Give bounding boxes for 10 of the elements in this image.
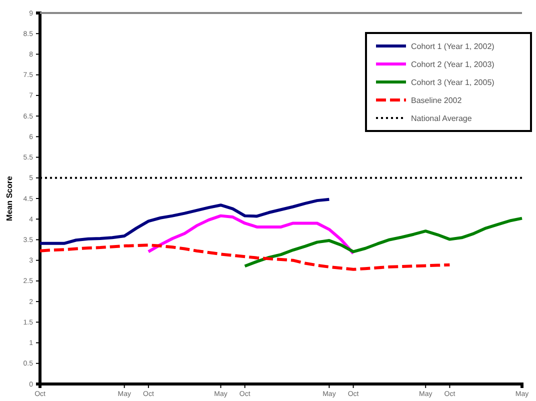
line-series: [38, 198, 331, 245]
legend-label: National Average: [411, 114, 472, 123]
legend-label: Cohort 1 (Year 1, 2002): [411, 42, 495, 51]
line-series: [38, 244, 452, 271]
legend-label: Cohort 3 (Year 1, 2005): [411, 78, 495, 87]
y-axis-title: Mean Score: [5, 175, 14, 221]
legend-label: Cohort 2 (Year 1, 2003): [411, 60, 495, 69]
line-series: [243, 216, 524, 268]
line-series: [146, 214, 355, 255]
legend-label: Baseline 2002: [411, 96, 462, 105]
